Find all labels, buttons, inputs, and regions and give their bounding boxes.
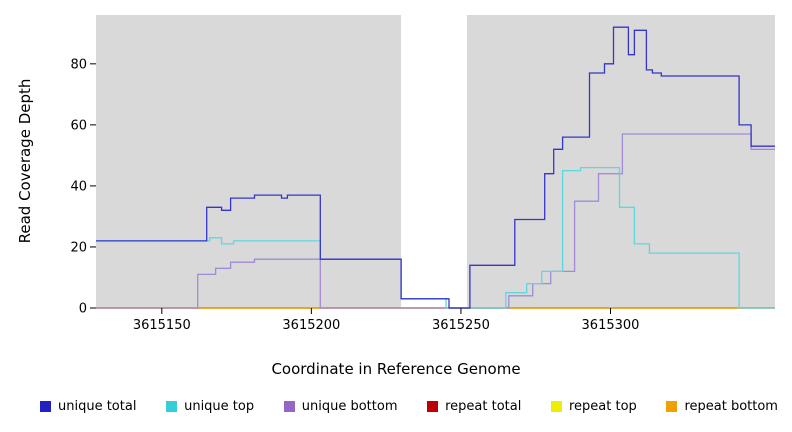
series-unique-total xyxy=(96,26,775,309)
legend-item-repeat-top: repeat top xyxy=(551,399,637,414)
y-axis-title: Read Coverage Depth xyxy=(16,79,34,244)
plot-panel xyxy=(96,15,775,308)
legend-label: repeat total xyxy=(445,399,522,414)
y-tick-label: 80 xyxy=(70,57,87,72)
coverage-gap-region xyxy=(401,15,467,308)
x-tick-label: 3615200 xyxy=(282,318,340,333)
series-unique-bottom xyxy=(96,133,775,309)
legend-item-repeat-bottom: repeat bottom xyxy=(666,399,778,414)
legend-label: unique top xyxy=(184,399,255,414)
legend-label: repeat top xyxy=(569,399,637,414)
legend-item-repeat-total: repeat total xyxy=(427,399,521,414)
legend-label: repeat bottom xyxy=(684,399,778,414)
legend-swatch-repeat-bottom xyxy=(666,401,678,412)
legend-swatch-repeat-top xyxy=(551,401,562,412)
legend-label: unique bottom xyxy=(301,399,398,414)
x-tick-label: 3615150 xyxy=(133,318,191,333)
legend-item-unique-top: unique top xyxy=(166,399,254,414)
x-tick-label: 3615300 xyxy=(582,318,640,333)
legend-swatch-repeat-total xyxy=(427,401,439,412)
legend: unique total unique top unique bottom repea… xyxy=(40,399,778,414)
x-axis-title: Coordinate in Reference Genome xyxy=(271,360,521,378)
y-tick-label: 0 xyxy=(79,302,87,317)
y-tick-label: 40 xyxy=(70,179,87,194)
legend-item-unique-total: unique total xyxy=(40,399,136,414)
legend-label: unique total xyxy=(58,399,137,414)
series-lines xyxy=(96,26,775,309)
axes: 0 20 40 60 80 3615150 3615200 3615250 3615300 xyxy=(70,57,639,333)
legend-item-unique-bottom: unique bottom xyxy=(283,399,398,414)
y-tick-label: 60 xyxy=(70,118,87,133)
legend-swatch-unique-top xyxy=(166,401,178,412)
coverage-plot: 0 20 40 60 80 3615150 3615200 3615250 3615300 Re… xyxy=(16,15,775,333)
legend-swatch-unique-bottom xyxy=(283,401,295,412)
legend-swatch-unique-total xyxy=(40,401,51,412)
series-unique-top xyxy=(96,166,775,309)
y-tick-label: 20 xyxy=(70,240,87,255)
x-tick-label: 3615250 xyxy=(432,318,490,333)
